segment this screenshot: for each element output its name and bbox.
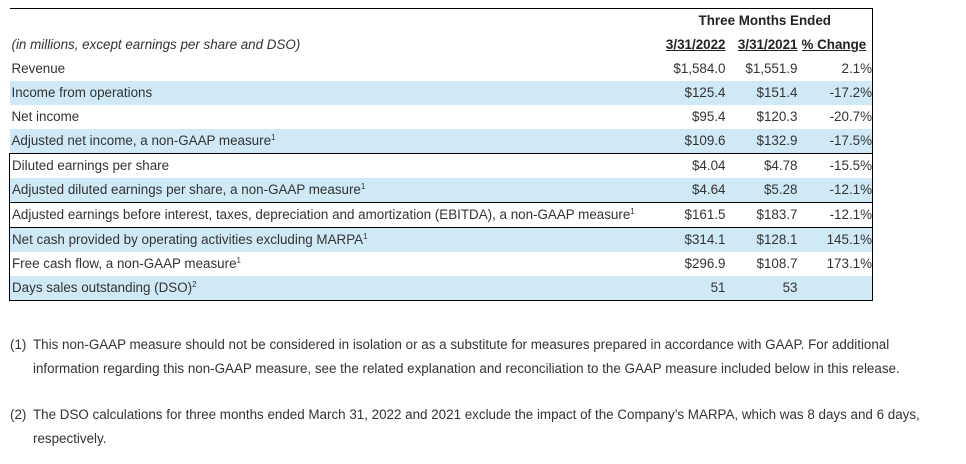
value-2021: $4.78 (729, 153, 802, 178)
value-change: -15.5% (801, 153, 873, 178)
value-2021: $183.7 (729, 202, 802, 228)
value-2022: $296.9 (684, 256, 726, 271)
value-change (801, 276, 873, 301)
footnote-marker: 2 (192, 280, 197, 289)
value-2022: $125.4 (655, 81, 730, 105)
footnote-text: The DSO calculations for three months en… (33, 407, 920, 446)
row-label: Adjusted earnings before interest, taxes… (9, 202, 656, 228)
footnote-marker: (1) (10, 337, 27, 352)
footnote-marker: (2) (10, 407, 27, 422)
value-2022: $95.4 (691, 109, 726, 124)
footnote-marker: 1 (630, 207, 635, 216)
value-2021: $108.7 (756, 256, 798, 271)
value-change: 2.1% (841, 61, 873, 76)
row-label: Diluted earnings per share (9, 153, 656, 178)
value-change: 173.1% (826, 256, 873, 271)
footnote-1: (1) This non-GAAP measure should not be … (10, 333, 955, 381)
col-header-2022: 3/31/2022 (665, 37, 726, 52)
financial-summary-table: Three Months Ended (in millions, except … (9, 8, 874, 301)
value-2022: $4.64 (655, 178, 730, 203)
value-change: -17.5% (801, 129, 873, 154)
row-label: Days sales outstanding (DSO)2 (9, 276, 656, 301)
footnote-marker: 1 (363, 232, 368, 241)
value-2022: $109.6 (655, 129, 730, 154)
value-2021: $5.28 (729, 178, 802, 203)
value-2022: $161.5 (655, 202, 730, 228)
row-label: Adjusted diluted earnings per share, a n… (9, 178, 656, 203)
value-2022: $1,584.0 (673, 61, 726, 76)
units-note: (in millions, except earnings per share … (11, 37, 301, 52)
table-row: Adjusted diluted earnings per share, a n… (9, 178, 873, 203)
header-row-group: Three Months Ended (10, 9, 873, 34)
value-2021: $1,551.9 (745, 61, 798, 76)
value-change: -20.7% (829, 109, 873, 124)
col-header-change: % Change (801, 37, 867, 52)
table-row: Adjusted earnings before interest, taxes… (9, 202, 873, 228)
row-label: Income from operations (9, 81, 656, 105)
col-header-2021: 3/31/2021 (737, 37, 798, 52)
row-label: Net cash provided by operating activitie… (9, 227, 656, 252)
value-change: -12.1% (801, 202, 873, 228)
header-three-months-ended: Three Months Ended (698, 13, 831, 28)
value-change: -17.2% (801, 81, 873, 105)
value-2022: $314.1 (655, 227, 730, 252)
table-row: Income from operations $125.4 $151.4 -17… (9, 81, 873, 105)
value-2022: 51 (655, 276, 730, 301)
footnote-marker: 1 (271, 133, 276, 142)
row-label: Revenue (11, 61, 66, 76)
row-label: Net income (11, 109, 80, 124)
table-row: Adjusted net income, a non-GAAP measure1… (9, 129, 873, 154)
value-2021: 53 (729, 276, 802, 301)
table-row: Revenue $1,584.0 $1,551.9 2.1% (10, 57, 873, 81)
table-row: Net income $95.4 $120.3 -20.7% (10, 105, 873, 129)
footnote-text: This non-GAAP measure should not be cons… (33, 337, 900, 376)
table-row: Diluted earnings per share $4.04 $4.78 -… (9, 153, 873, 178)
row-label: Free cash flow, a non-GAAP measure1 (9, 252, 656, 276)
footnotes: (1) This non-GAAP measure should not be … (10, 333, 955, 451)
table-row: Net cash provided by operating activitie… (9, 227, 873, 252)
footnote-2: (2) The DSO calculations for three month… (10, 403, 955, 451)
footnote-marker: 1 (236, 256, 241, 265)
value-2021: $120.3 (756, 109, 798, 124)
value-2022: $4.04 (655, 153, 730, 178)
footnote-marker: 1 (360, 182, 366, 191)
header-row-columns: (in millions, except earnings per share … (10, 33, 873, 57)
value-change: -12.1% (801, 178, 873, 203)
value-2021: $128.1 (729, 227, 802, 252)
row-label: Adjusted net income, a non-GAAP measure1 (9, 129, 656, 154)
table-row: Days sales outstanding (DSO)2 51 53 (9, 276, 873, 301)
table-row: Free cash flow, a non-GAAP measure1 $296… (9, 252, 873, 276)
value-2021: $132.9 (729, 129, 802, 154)
value-change: 145.1% (801, 227, 873, 252)
value-2021: $151.4 (729, 81, 802, 105)
